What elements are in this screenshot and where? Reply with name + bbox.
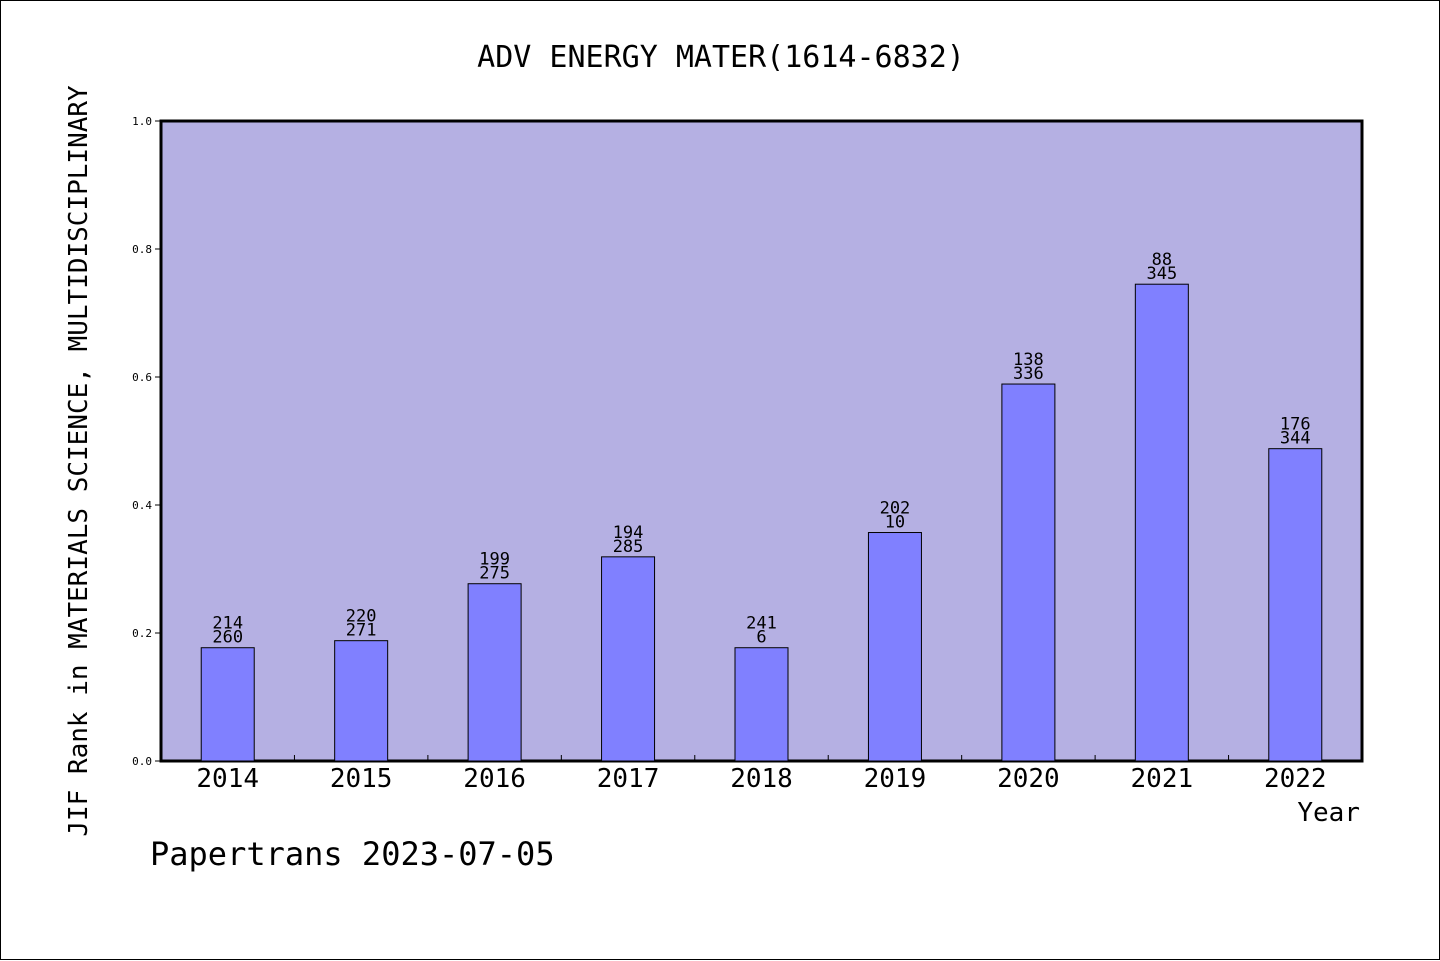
x-tick-label-2020: 2020: [997, 764, 1060, 794]
x-tick-label-2017: 2017: [597, 764, 660, 794]
bar-label-top-2015: 220: [346, 607, 377, 627]
bar-2022: [1268, 448, 1323, 762]
bar-2019: [867, 532, 922, 762]
bar-label-bottom-2019: 10: [885, 513, 905, 533]
chart-title: ADV ENERGY MATER(1614-6832): [477, 40, 965, 75]
x-tick-label-2018: 2018: [730, 764, 793, 794]
bar-label-bottom-2018: 6: [756, 628, 766, 648]
x-tick-label-2014: 2014: [196, 764, 259, 794]
bar-label-top-2018: 241: [746, 614, 777, 634]
x-tick-label-2022: 2022: [1264, 764, 1327, 794]
y-axis-ticks: 0.0 0.2 0.4 0.6 0.8 1.0: [132, 115, 161, 768]
bar-label-top-2016: 199: [479, 550, 510, 570]
bar-label-top-2017: 194: [613, 523, 644, 543]
x-axis-label: Year: [1297, 798, 1360, 828]
bar-label-bottom-2016: 275: [479, 564, 510, 584]
y-tick-label-1: 0.2: [132, 627, 152, 640]
bar-2016: [467, 583, 522, 762]
y-tick-label-3: 0.6: [132, 371, 152, 384]
bar-2015: [334, 640, 389, 762]
bar-label-bottom-2014: 260: [212, 628, 243, 648]
bar-label-top-2014: 214: [212, 614, 243, 634]
bar-label-bottom-2015: 271: [346, 621, 377, 641]
bar-label-bottom-2022: 344: [1280, 429, 1311, 449]
footer-credit: Papertrans 2023-07-05: [150, 835, 555, 873]
bar-2014: [200, 647, 255, 762]
y-tick-label-2: 0.4: [132, 499, 152, 512]
bar-label-bottom-2021: 345: [1146, 264, 1177, 284]
bar-2017: [601, 556, 656, 762]
bars: [200, 283, 1323, 762]
bar-2020: [1001, 383, 1056, 762]
x-tick-label-2016: 2016: [463, 764, 526, 794]
bar-2021: [1134, 283, 1189, 762]
bar-2018: [734, 647, 789, 762]
y-tick-label-5: 1.0: [132, 115, 152, 128]
y-axis-label: JIF Rank in MATERIALS SCIENCE, MULTIDISC…: [64, 85, 94, 837]
x-tick-label-2021: 2021: [1131, 764, 1194, 794]
x-axis-ticks: 2014 2015 2016 2017 2018 2019 2020 2021 2022: [196, 755, 1327, 794]
bar-label-top-2019: 202: [880, 499, 911, 519]
bar-label-top-2020: 138: [1013, 350, 1044, 370]
x-tick-label-2019: 2019: [864, 764, 927, 794]
bar-label-bottom-2017: 285: [613, 537, 644, 557]
bar-label-top-2022: 176: [1280, 415, 1311, 435]
bar-label-bottom-2020: 336: [1013, 364, 1044, 384]
bar-label-top-2021: 88: [1152, 250, 1172, 270]
x-tick-label-2015: 2015: [330, 764, 393, 794]
y-tick-label-4: 0.8: [132, 243, 152, 256]
y-tick-label-0: 0.0: [132, 755, 152, 768]
